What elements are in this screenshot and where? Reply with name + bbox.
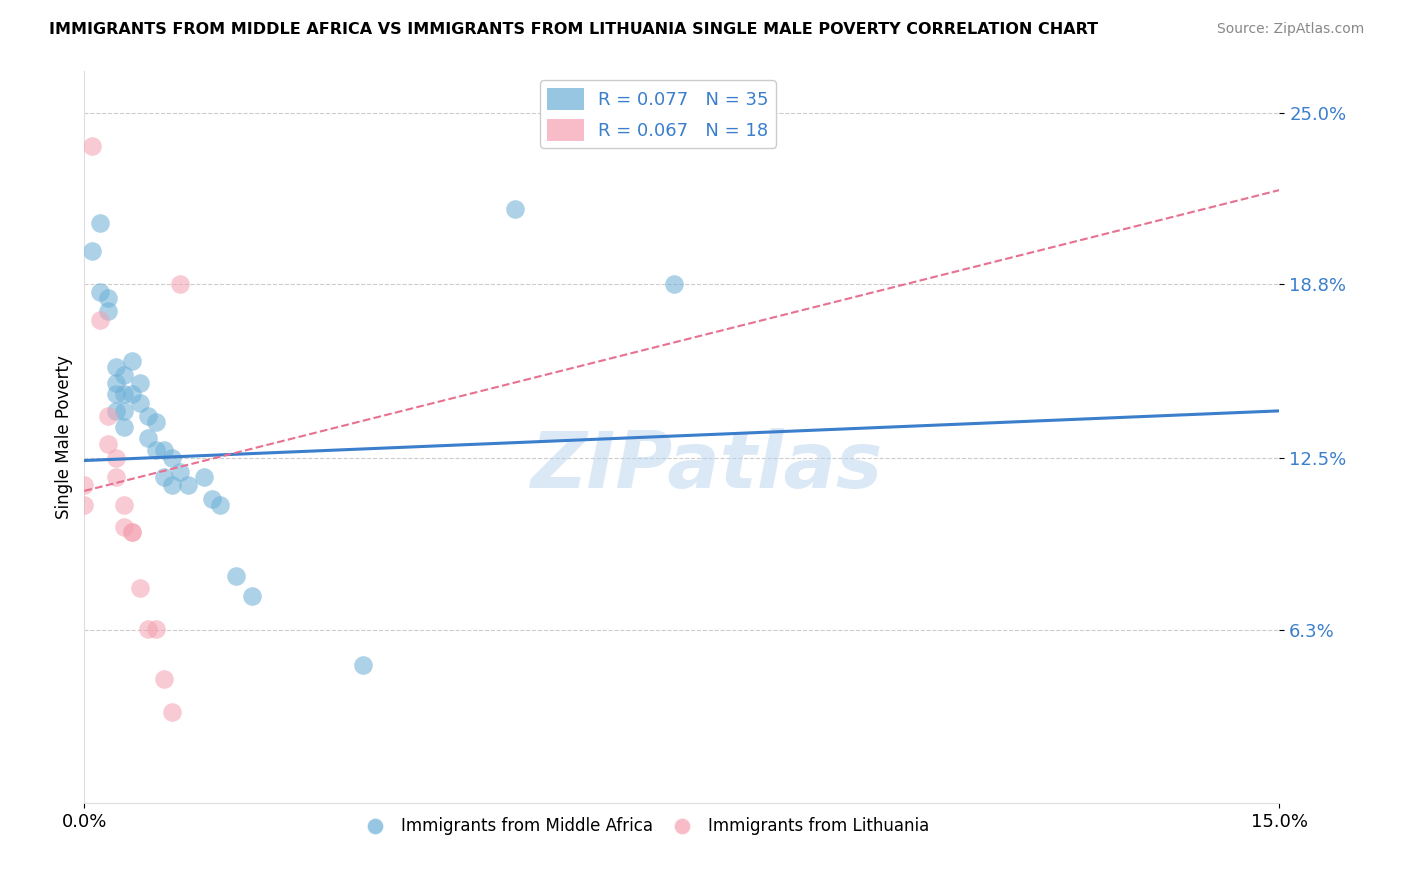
Point [112,387,135,401]
Point [82,139,104,153]
Point [240,589,263,603]
Text: Source: ZipAtlas.com: Source: ZipAtlas.com [1216,22,1364,37]
Point [89,216,111,230]
Point [82,244,104,258]
Point [662,277,685,291]
Point [160,450,183,465]
Point [129,376,152,391]
Point [105,376,128,391]
Point [129,395,152,409]
Point [153,470,176,484]
Point [105,450,128,465]
Point [112,404,135,418]
Point [153,442,176,457]
Point [145,415,167,429]
Point [136,409,159,424]
Point [129,581,152,595]
Point [160,478,183,492]
Point [112,498,135,512]
Point [145,442,167,457]
Point [169,465,191,479]
Point [121,525,143,540]
Point [208,498,231,512]
Point [112,368,135,382]
Text: IMMIGRANTS FROM MIDDLE AFRICA VS IMMIGRANTS FROM LITHUANIA SINGLE MALE POVERTY C: IMMIGRANTS FROM MIDDLE AFRICA VS IMMIGRA… [49,22,1098,37]
Point [153,672,176,686]
Point [97,409,120,424]
Legend: Immigrants from Middle Africa, Immigrants from Lithuania: Immigrants from Middle Africa, Immigrant… [356,811,936,842]
Point [160,705,183,719]
Point [97,291,120,305]
Point [97,437,120,451]
Point [145,622,167,636]
Point [169,277,191,291]
Point [503,202,526,217]
Point [177,478,200,492]
Point [112,520,135,534]
Point [105,359,128,374]
Point [105,404,128,418]
Point [105,470,128,484]
Point [225,569,247,583]
Point [89,285,111,300]
Point [121,387,143,401]
Point [193,470,215,484]
Point [73,478,96,492]
Point [105,387,128,401]
Point [201,492,224,507]
Point [121,354,143,368]
Point [112,420,135,434]
Point [97,304,120,318]
Point [73,498,96,512]
Point [121,525,143,540]
Y-axis label: Single Male Poverty: Single Male Poverty [55,355,73,519]
Point [352,657,374,672]
Point [136,622,159,636]
Text: ZIPatlas: ZIPatlas [530,428,882,504]
Point [89,312,111,326]
Point [136,432,159,446]
